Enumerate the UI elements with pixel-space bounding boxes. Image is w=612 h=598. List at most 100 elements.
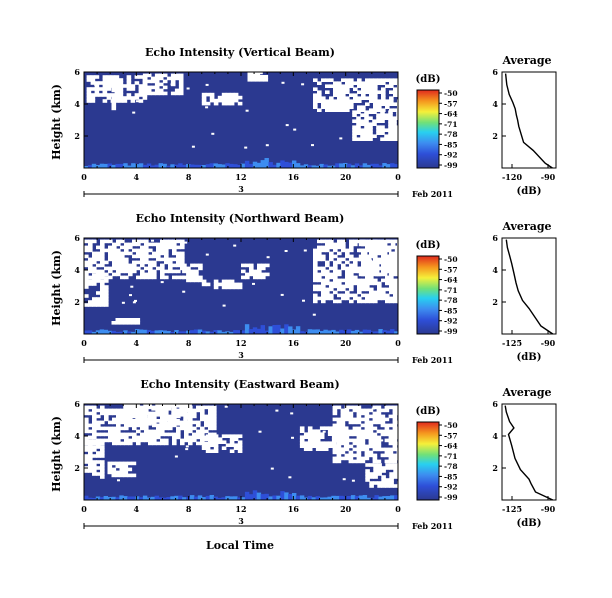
- no-data-cell: [221, 282, 227, 287]
- no-data-cell: [313, 275, 318, 280]
- surface-echo-cell: [103, 163, 108, 168]
- no-data-cell: [163, 422, 168, 426]
- no-data-cell: [136, 275, 141, 280]
- no-data-cell: [390, 272, 396, 277]
- no-data-cell: [360, 134, 365, 138]
- no-data-cell: [388, 137, 393, 141]
- no-data-cell: [321, 239, 326, 244]
- no-data-cell: [126, 81, 132, 85]
- no-data-cell: [319, 432, 325, 436]
- no-data-cell: [357, 81, 362, 85]
- no-data-cell: [341, 239, 346, 244]
- no-data-cell: [120, 432, 125, 437]
- no-data-cell: [131, 422, 136, 426]
- surface-echo-cell: [323, 329, 328, 334]
- no-data-cell: [168, 245, 173, 250]
- surface-echo-cell: [260, 494, 265, 500]
- no-data-cell: [84, 441, 89, 446]
- no-data-cell: [116, 438, 121, 443]
- no-data-cell: [92, 279, 97, 283]
- no-data-cell: [100, 257, 105, 262]
- no-data-cell: [127, 404, 132, 408]
- surface-echo-cell: [87, 497, 93, 500]
- no-data-cell: [388, 110, 393, 114]
- no-data-cell: [291, 436, 294, 439]
- no-data-cell: [120, 411, 125, 416]
- no-data-cell: [336, 405, 342, 410]
- surface-echo-cell: [295, 495, 301, 500]
- no-data-cell: [374, 251, 380, 256]
- no-data-cell: [368, 128, 373, 132]
- no-data-cell: [112, 257, 117, 262]
- no-data-cell: [380, 110, 385, 114]
- no-data-cell: [333, 102, 338, 106]
- no-data-cell: [348, 405, 354, 410]
- no-data-cell: [92, 432, 97, 437]
- no-data-cell: [237, 440, 243, 444]
- no-data-cell: [252, 282, 255, 285]
- no-data-cell: [321, 299, 326, 304]
- no-data-cell: [116, 269, 121, 274]
- no-data-cell: [192, 432, 197, 437]
- no-data-cell: [233, 446, 239, 450]
- no-data-cell: [102, 78, 108, 82]
- no-data-cell: [325, 99, 329, 102]
- no-data-cell: [112, 408, 117, 413]
- no-data-cell: [329, 272, 334, 277]
- no-data-cell: [102, 99, 108, 103]
- no-data-cell: [317, 239, 322, 244]
- no-data-cell: [305, 448, 308, 451]
- no-data-cell: [166, 76, 172, 81]
- no-data-cell: [388, 125, 393, 129]
- no-data-cell: [163, 407, 168, 411]
- no-data-cell: [340, 441, 346, 446]
- no-data-cell: [364, 110, 369, 114]
- surface-echo-cell: [284, 492, 289, 500]
- no-data-cell: [84, 457, 89, 461]
- surface-echo-cell: [358, 495, 364, 500]
- no-data-cell: [349, 81, 354, 85]
- no-data-cell: [86, 99, 92, 103]
- no-data-cell: [132, 242, 137, 247]
- no-data-cell: [114, 75, 120, 79]
- no-data-cell: [325, 272, 330, 277]
- no-data-cell: [396, 432, 402, 437]
- no-data-cell: [124, 263, 129, 268]
- no-data-cell: [237, 449, 243, 453]
- no-data-cell: [349, 299, 354, 304]
- no-data-cell: [340, 423, 346, 428]
- no-data-cell: [187, 413, 192, 417]
- no-data-cell: [388, 131, 393, 135]
- no-data-cell: [126, 96, 132, 100]
- no-data-cell: [333, 245, 338, 250]
- no-data-cell: [381, 484, 386, 488]
- no-data-cell: [144, 260, 149, 265]
- y-tick-label: 2: [74, 463, 80, 473]
- no-data-cell: [372, 447, 378, 452]
- no-data-cell: [84, 411, 89, 416]
- no-data-cell: [301, 83, 305, 86]
- colorbar-label: (dB): [416, 406, 441, 417]
- no-data-cell: [174, 455, 178, 458]
- no-data-cell: [152, 254, 157, 259]
- no-data-cell: [127, 407, 132, 411]
- no-data-cell: [225, 95, 231, 100]
- no-data-cell: [241, 275, 246, 280]
- no-data-cell: [172, 438, 177, 443]
- surface-echo-cell: [201, 497, 207, 500]
- no-data-cell: [357, 281, 362, 286]
- surface-echo-band: [84, 490, 399, 500]
- no-data-cell: [196, 432, 201, 437]
- no-data-cell: [123, 404, 128, 408]
- no-data-cell: [352, 137, 357, 141]
- no-data-cell: [317, 245, 322, 250]
- surface-echo-cell: [229, 331, 234, 334]
- no-data-cell: [397, 472, 402, 476]
- no-data-cell: [396, 408, 402, 413]
- no-data-cell: [386, 269, 392, 274]
- no-data-cell: [333, 248, 338, 253]
- no-data-cell: [112, 441, 117, 446]
- colorbar-tick-label: -78: [444, 130, 458, 139]
- no-data-cell: [176, 239, 181, 244]
- no-data-cell: [394, 239, 400, 244]
